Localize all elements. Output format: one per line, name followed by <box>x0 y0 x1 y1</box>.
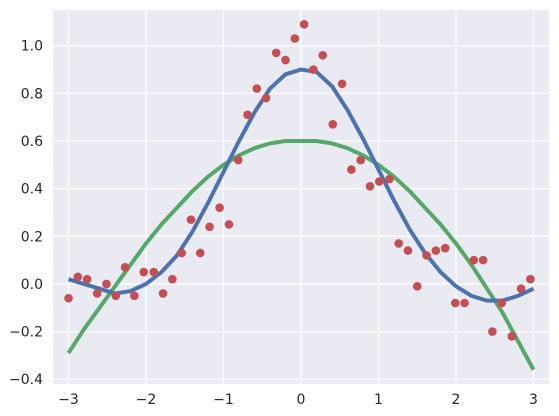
series-lines <box>66 67 536 371</box>
scatter-point <box>337 79 347 89</box>
scatter-point <box>403 246 413 255</box>
scatter-point <box>356 155 365 165</box>
scatter-point <box>394 239 403 248</box>
scatter-point <box>507 332 517 341</box>
x-axis-ticks: −3 −2 −1 0 1 2 3 <box>58 392 538 408</box>
scatter-point <box>328 120 338 129</box>
scatter-point <box>469 255 479 265</box>
scatter-point <box>488 327 497 336</box>
scatter-point <box>516 284 526 294</box>
scatter-point <box>440 243 450 253</box>
scatter-point <box>224 220 234 229</box>
scatter-point <box>478 255 488 265</box>
scatter-point <box>271 48 281 58</box>
scatter-point <box>460 298 469 308</box>
scatter-point <box>365 181 375 191</box>
scatter-point <box>412 282 422 291</box>
scatter-point <box>82 274 92 284</box>
scatter-point <box>309 65 318 74</box>
scatter-point <box>102 279 111 289</box>
scatter-point <box>73 272 83 282</box>
scatter-point <box>450 298 460 308</box>
scatter-point <box>205 222 214 232</box>
scatter-point <box>347 165 356 174</box>
y-tick-label: 0.0 <box>21 277 43 293</box>
scatter-point <box>64 293 73 303</box>
blue-fit-line <box>67 67 535 303</box>
y-tick-label: 0.2 <box>21 229 43 245</box>
scatter-point <box>215 203 224 213</box>
scatter-point <box>120 262 130 272</box>
scatter-point <box>422 251 431 260</box>
scatter-point <box>374 177 384 186</box>
scatter-point <box>186 215 196 224</box>
x-tick-label: 3 <box>529 392 538 408</box>
y-tick-label: −0.2 <box>9 325 43 341</box>
scatter-point <box>281 55 290 65</box>
scatter-point <box>431 246 441 255</box>
x-tick-label: 2 <box>452 392 461 408</box>
scatter-point <box>261 93 271 103</box>
scatter-point <box>526 274 535 284</box>
scatter-points <box>64 19 535 341</box>
scatter-point <box>149 267 159 277</box>
scatter-point <box>139 267 148 277</box>
x-tick-label: −1 <box>213 392 234 408</box>
y-axis-ticks: −0.4 −0.2 0.0 0.2 0.4 0.6 0.8 1.0 <box>9 39 43 389</box>
scatter-point <box>385 174 394 184</box>
x-tick-label: −3 <box>58 392 79 408</box>
x-tick-label: −2 <box>136 392 157 408</box>
scatter-point <box>177 248 186 258</box>
y-tick-label: 1.0 <box>21 39 43 55</box>
scatter-point <box>252 84 262 93</box>
scatter-point <box>168 274 177 284</box>
grid <box>53 10 549 384</box>
scatter-point <box>318 50 328 60</box>
scatter-point <box>233 155 243 165</box>
scatter-point <box>130 291 139 301</box>
scatter-point <box>497 298 507 308</box>
scatter-point <box>195 248 205 258</box>
scatter-point <box>92 289 102 298</box>
y-tick-label: 0.8 <box>21 86 43 102</box>
scatter-point <box>299 19 309 29</box>
x-tick-label: 1 <box>374 392 383 408</box>
scatter-point <box>158 289 168 298</box>
green-smooth-line <box>66 139 536 371</box>
y-tick-label: 0.6 <box>21 134 43 150</box>
scatter-point <box>243 110 252 120</box>
x-tick-label: 0 <box>297 392 306 408</box>
y-tick-label: −0.4 <box>9 372 43 388</box>
scatter-point <box>290 34 300 43</box>
y-tick-label: 0.4 <box>21 182 43 198</box>
scatter-point <box>111 291 121 301</box>
